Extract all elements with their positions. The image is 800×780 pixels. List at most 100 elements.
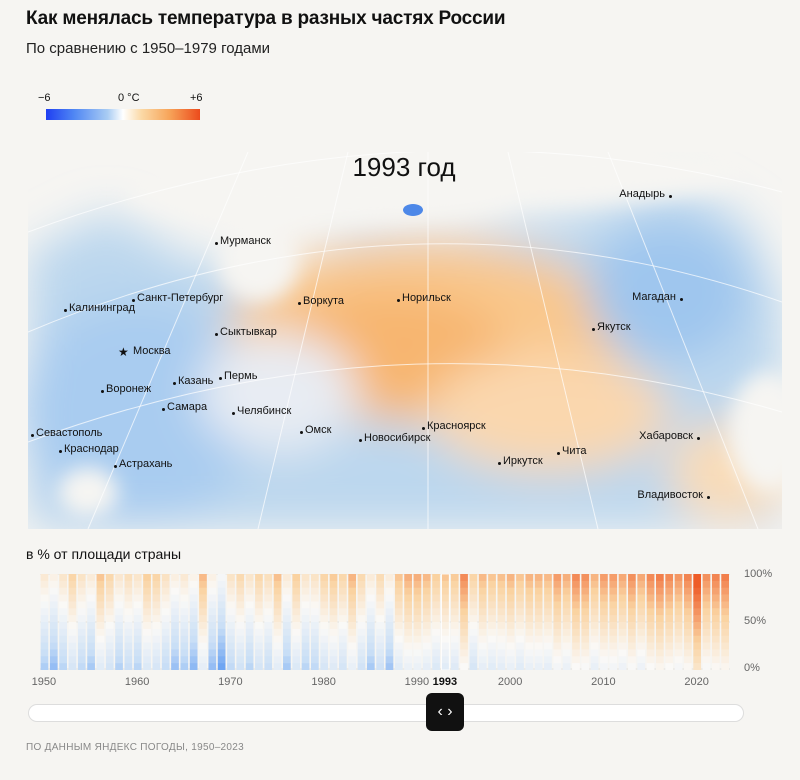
- strip-year-column[interactable]: [311, 574, 319, 670]
- strip-year-column[interactable]: [590, 574, 599, 670]
- strip-cell: [590, 642, 599, 650]
- strip-cell: [208, 580, 217, 589]
- strip-cell: [656, 580, 664, 589]
- strip-year-column[interactable]: [394, 574, 403, 670]
- strip-year-column[interactable]: [441, 574, 450, 670]
- year-slider-track[interactable]: [28, 704, 744, 722]
- strip-year-column[interactable]: [338, 574, 347, 670]
- strip-year-column[interactable]: [283, 574, 291, 670]
- strip-year-column[interactable]: [674, 574, 683, 670]
- strip-year-column[interactable]: [413, 574, 422, 670]
- strip-cell: [115, 615, 123, 623]
- strip-year-column[interactable]: [171, 574, 179, 670]
- strip-cell: [115, 635, 123, 643]
- strip-year-column[interactable]: [469, 574, 478, 670]
- strip-cell: [637, 649, 646, 657]
- strip-year-column[interactable]: [628, 574, 636, 670]
- strip-year-column[interactable]: [572, 574, 580, 670]
- strip-year-column[interactable]: [656, 574, 664, 670]
- strip-year-column[interactable]: [189, 574, 198, 670]
- strip-cell: [96, 608, 105, 616]
- strip-year-column[interactable]: [366, 574, 375, 670]
- strip-year-column[interactable]: [600, 574, 608, 670]
- strip-year-column[interactable]: [301, 574, 310, 670]
- strip-year-column[interactable]: [208, 574, 217, 670]
- strip-year-column[interactable]: [711, 574, 720, 670]
- strip-year-column[interactable]: [273, 574, 282, 670]
- strip-year-column[interactable]: [40, 574, 49, 670]
- year-slider-handle[interactable]: ‹ ›: [426, 693, 464, 731]
- strip-year-column[interactable]: [264, 574, 273, 670]
- strip-year-column[interactable]: [404, 574, 412, 670]
- strip-year-column[interactable]: [199, 574, 207, 670]
- strip-year-column[interactable]: [432, 574, 440, 670]
- strip-year-column[interactable]: [152, 574, 161, 670]
- capital-star-icon: ★: [118, 345, 129, 359]
- strip-year-column[interactable]: [534, 574, 543, 670]
- strip-year-column[interactable]: [646, 574, 655, 670]
- strip-year-column[interactable]: [348, 574, 357, 670]
- strip-year-column[interactable]: [227, 574, 235, 670]
- strip-cell: [628, 580, 636, 589]
- strip-year-column[interactable]: [105, 574, 114, 670]
- strip-year-column[interactable]: [506, 574, 515, 670]
- strip-year-column[interactable]: [133, 574, 142, 670]
- strip-cell: [236, 587, 245, 595]
- strip-year-column[interactable]: [581, 574, 590, 670]
- strip-cell: [245, 656, 254, 664]
- strip-year-column[interactable]: [422, 574, 431, 670]
- strip-year-column[interactable]: [488, 574, 496, 670]
- strip-cell: [133, 622, 142, 630]
- strip-year-column[interactable]: [460, 574, 468, 670]
- strip-year-column[interactable]: [683, 574, 692, 670]
- strip-year-column[interactable]: [49, 574, 58, 670]
- strip-year-column[interactable]: [320, 574, 329, 670]
- strip-year-column[interactable]: [637, 574, 646, 670]
- strip-year-column[interactable]: [161, 574, 170, 670]
- strip-year-column[interactable]: [376, 574, 384, 670]
- strip-cell: [516, 649, 524, 657]
- strip-cell: [227, 656, 235, 664]
- strip-year-column[interactable]: [609, 574, 618, 670]
- strip-year-column[interactable]: [329, 574, 338, 670]
- strip-year-column[interactable]: [516, 574, 524, 670]
- strip-year-column[interactable]: [245, 574, 254, 670]
- strip-cell: [208, 656, 217, 664]
- strip-year-column[interactable]: [693, 574, 702, 670]
- strip-cell: [460, 615, 468, 623]
- strip-cell: [180, 663, 189, 670]
- strip-year-column[interactable]: [450, 574, 459, 670]
- strip-year-column[interactable]: [525, 574, 534, 670]
- strip-cell: [609, 628, 618, 637]
- strip-cell: [441, 663, 450, 670]
- strip-cell: [609, 642, 618, 650]
- strip-year-column[interactable]: [124, 574, 133, 670]
- strip-year-column[interactable]: [77, 574, 86, 670]
- strip-year-column[interactable]: [665, 574, 674, 670]
- strip-year-column[interactable]: [180, 574, 189, 670]
- strip-year-column[interactable]: [255, 574, 263, 670]
- strip-year-column[interactable]: [217, 574, 226, 670]
- strip-cell: [572, 622, 580, 630]
- strip-year-column[interactable]: [385, 574, 394, 670]
- strip-year-column[interactable]: [68, 574, 77, 670]
- strip-year-column[interactable]: [553, 574, 562, 670]
- strip-year-column[interactable]: [702, 574, 711, 670]
- strip-year-column[interactable]: [87, 574, 95, 670]
- strip-year-column[interactable]: [721, 574, 729, 670]
- strip-year-column[interactable]: [497, 574, 506, 670]
- strip-year-column[interactable]: [236, 574, 245, 670]
- strip-year-column[interactable]: [544, 574, 552, 670]
- strip-year-column[interactable]: [562, 574, 571, 670]
- strip-cell: [366, 608, 375, 616]
- strip-year-column[interactable]: [478, 574, 487, 670]
- strip-year-column[interactable]: [357, 574, 366, 670]
- strip-year-column[interactable]: [143, 574, 151, 670]
- strip-cell: [152, 608, 161, 616]
- strip-year-column[interactable]: [618, 574, 627, 670]
- strip-year-column[interactable]: [96, 574, 105, 670]
- city-dot: [214, 332, 218, 336]
- strip-year-column[interactable]: [59, 574, 67, 670]
- strip-year-column[interactable]: [115, 574, 123, 670]
- strip-year-column[interactable]: [292, 574, 301, 670]
